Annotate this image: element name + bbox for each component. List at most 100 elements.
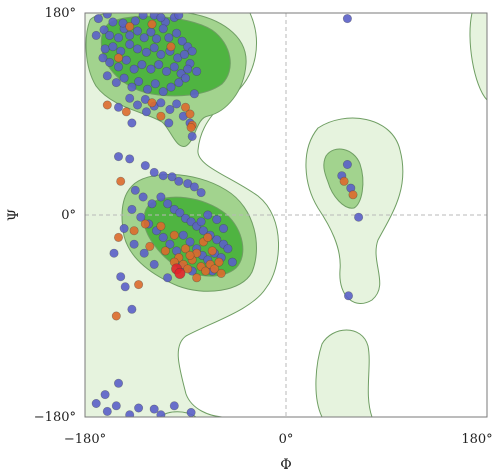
point-blue	[105, 30, 115, 40]
point-orange	[192, 273, 202, 283]
point-blue	[158, 232, 168, 242]
point-blue	[354, 212, 364, 222]
point-orange	[348, 190, 358, 200]
point-blue	[181, 73, 191, 83]
point-blue	[100, 390, 110, 400]
point-blue	[140, 94, 150, 104]
point-blue	[139, 248, 149, 258]
point-blue	[165, 239, 175, 249]
point-blue	[219, 224, 229, 234]
point-blue	[187, 46, 197, 56]
point-blue	[93, 14, 103, 24]
point-blue	[100, 44, 110, 54]
point-blue	[172, 99, 182, 109]
point-blue	[91, 30, 101, 40]
point-orange	[214, 257, 224, 267]
point-blue	[111, 78, 121, 88]
point-blue	[108, 42, 118, 52]
point-blue	[179, 49, 189, 59]
point-orange	[114, 232, 124, 242]
point-blue	[164, 33, 174, 43]
point-blue	[154, 60, 164, 70]
point-blue	[178, 230, 188, 240]
point-blue	[187, 131, 197, 141]
point-orange	[186, 123, 196, 133]
point-blue	[152, 34, 162, 44]
point-blue	[174, 78, 184, 88]
point-blue	[212, 235, 222, 245]
point-blue	[111, 401, 121, 411]
y-tick-label-min: −180°	[34, 410, 76, 425]
point-blue	[196, 188, 206, 198]
point-blue	[127, 118, 137, 128]
point-red	[174, 267, 186, 279]
point-orange	[185, 250, 195, 260]
point-blue	[102, 406, 112, 416]
point-orange	[156, 111, 166, 121]
point-blue	[196, 217, 206, 227]
x-tick-label-max: 180°	[461, 432, 492, 447]
point-orange	[181, 244, 191, 254]
point-blue	[174, 13, 184, 20]
y-tick-label-max: 180°	[45, 6, 76, 21]
y-axis-label: Ψ	[6, 209, 22, 221]
point-blue	[149, 259, 159, 269]
point-orange	[140, 219, 150, 229]
point-blue	[114, 62, 124, 72]
point-blue	[342, 160, 352, 170]
point-orange	[169, 230, 179, 240]
point-blue	[133, 26, 143, 36]
point-orange	[116, 176, 126, 186]
allowed-region-right-lower	[315, 329, 373, 417]
point-orange	[207, 246, 217, 256]
point-blue	[134, 77, 144, 87]
point-blue	[114, 378, 124, 388]
point-blue	[114, 33, 124, 43]
data-points	[91, 13, 364, 417]
point-blue	[99, 25, 109, 35]
point-blue	[137, 60, 147, 70]
point-blue	[186, 407, 196, 417]
point-orange	[111, 311, 121, 321]
point-blue	[173, 53, 183, 63]
point-blue	[166, 82, 176, 92]
point-blue	[143, 84, 153, 94]
point-orange	[147, 98, 157, 108]
point-blue	[109, 248, 119, 258]
point-blue	[102, 71, 112, 81]
point-blue	[150, 79, 160, 89]
point-blue	[133, 100, 143, 110]
point-blue	[192, 66, 202, 76]
point-blue	[149, 167, 159, 177]
point-blue	[163, 273, 173, 283]
point-orange	[114, 53, 124, 63]
point-orange	[210, 264, 220, 274]
point-blue	[198, 226, 208, 236]
point-orange	[134, 280, 144, 290]
reference-lines	[85, 13, 487, 417]
point-blue	[98, 53, 108, 63]
point-blue	[138, 13, 148, 20]
point-orange	[216, 268, 226, 278]
point-orange	[121, 107, 131, 117]
point-blue	[127, 204, 137, 214]
point-blue	[189, 89, 199, 99]
point-blue	[223, 244, 233, 254]
point-blue	[136, 212, 146, 222]
point-blue	[175, 208, 185, 218]
point-blue	[130, 185, 140, 195]
point-blue	[125, 154, 135, 164]
point-orange	[156, 221, 166, 231]
point-blue	[118, 18, 128, 28]
point-blue	[125, 39, 135, 49]
point-blue	[163, 199, 173, 209]
point-blue	[343, 291, 353, 301]
point-blue	[172, 28, 182, 38]
point-orange	[203, 232, 213, 242]
point-blue	[174, 176, 184, 186]
point-blue	[130, 16, 140, 26]
point-orange	[166, 42, 176, 52]
point-orange	[183, 264, 193, 274]
point-blue	[146, 27, 156, 37]
point-orange	[125, 21, 135, 31]
